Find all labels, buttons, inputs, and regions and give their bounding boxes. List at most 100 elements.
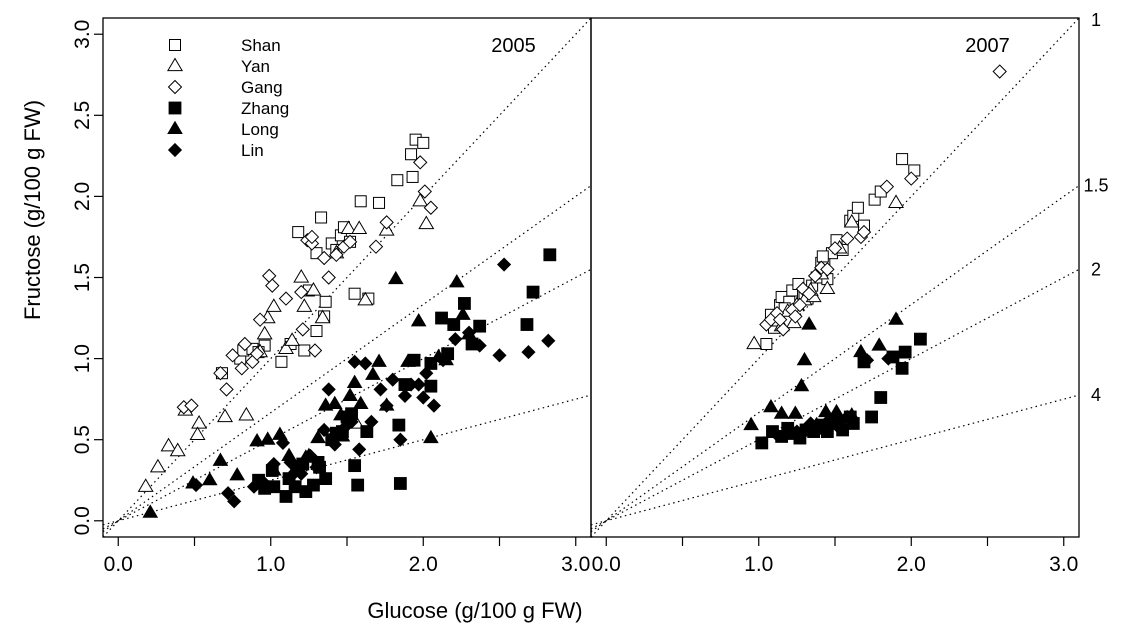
ratio-line-1 bbox=[102, 17, 592, 538]
legend-marker bbox=[167, 120, 183, 135]
data-point bbox=[828, 403, 845, 418]
data-point bbox=[342, 234, 358, 250]
data-point bbox=[333, 407, 349, 421]
data-point bbox=[169, 442, 186, 457]
y-tick-label: 2.5 bbox=[71, 101, 94, 130]
x-tick-label: 2.0 bbox=[897, 553, 926, 576]
y-tick-label: 0.0 bbox=[71, 506, 94, 535]
series-gang bbox=[759, 64, 1007, 337]
legend-item-zhang: Zhang bbox=[168, 99, 289, 118]
data-point bbox=[238, 406, 255, 421]
data-point bbox=[743, 416, 759, 431]
x-tick-label: 1.0 bbox=[744, 553, 773, 576]
data-point bbox=[360, 425, 374, 438]
panel-title: 2007 bbox=[965, 35, 1010, 57]
data-point bbox=[820, 262, 835, 277]
data-point bbox=[220, 486, 236, 501]
data-point bbox=[319, 295, 332, 308]
data-point bbox=[348, 287, 361, 300]
data-point bbox=[772, 312, 788, 327]
data-point bbox=[149, 458, 166, 473]
data-point bbox=[284, 332, 301, 346]
data-point bbox=[315, 211, 328, 224]
data-point bbox=[219, 382, 234, 397]
data-point bbox=[189, 426, 206, 440]
legend: Shan Yan Gang Zhang Long Lin bbox=[167, 36, 289, 160]
data-point bbox=[314, 309, 331, 324]
panel-2005: 2005 bbox=[102, 17, 592, 538]
legend-item-lin: Lin bbox=[167, 141, 264, 160]
data-point bbox=[321, 270, 336, 285]
data-point bbox=[309, 460, 324, 475]
data-point bbox=[543, 248, 557, 262]
data-point bbox=[191, 414, 208, 429]
data-point bbox=[803, 416, 818, 431]
data-point bbox=[397, 388, 413, 403]
data-point bbox=[252, 312, 268, 327]
data-point bbox=[881, 351, 896, 366]
data-point bbox=[304, 229, 320, 245]
data-point bbox=[379, 398, 394, 413]
ratio-label: 1 bbox=[1091, 10, 1101, 30]
data-point bbox=[405, 148, 418, 161]
data-point bbox=[763, 398, 779, 413]
data-point bbox=[278, 291, 294, 306]
data-point bbox=[497, 257, 512, 272]
data-point bbox=[364, 414, 379, 429]
data-point bbox=[249, 346, 265, 361]
data-point bbox=[279, 490, 293, 503]
panel-2007: 2007 bbox=[590, 17, 1080, 538]
data-point bbox=[746, 335, 763, 350]
data-point bbox=[272, 426, 288, 440]
data-point bbox=[342, 387, 358, 401]
data-point bbox=[227, 494, 242, 509]
y-tick-label: 2.0 bbox=[71, 182, 94, 211]
data-point bbox=[412, 155, 428, 170]
data-point bbox=[447, 318, 461, 331]
data-point bbox=[819, 280, 836, 295]
data-point bbox=[373, 196, 386, 209]
data-point bbox=[788, 309, 803, 324]
data-point bbox=[406, 170, 419, 183]
data-point bbox=[816, 250, 829, 263]
data-point bbox=[856, 224, 872, 240]
data-point bbox=[307, 478, 320, 492]
legend-label: Yan bbox=[241, 57, 270, 76]
data-point bbox=[249, 433, 265, 447]
data-point bbox=[760, 337, 773, 350]
data-point bbox=[234, 361, 249, 376]
data-point bbox=[278, 340, 294, 355]
data-point bbox=[293, 269, 310, 283]
data-point bbox=[868, 193, 881, 206]
data-point bbox=[755, 436, 769, 450]
series-zhang bbox=[755, 332, 927, 450]
data-point bbox=[879, 179, 895, 194]
data-point bbox=[352, 442, 367, 457]
data-point bbox=[256, 325, 273, 340]
data-point bbox=[992, 64, 1007, 79]
data-point bbox=[344, 414, 359, 429]
legend-label: Lin bbox=[241, 141, 264, 160]
data-point bbox=[904, 171, 919, 186]
data-point bbox=[455, 306, 471, 320]
data-point bbox=[229, 467, 246, 481]
legend-item-shan: Shan bbox=[169, 36, 281, 55]
data-point bbox=[357, 291, 374, 306]
data-point bbox=[257, 476, 272, 491]
data-point bbox=[348, 459, 362, 473]
data-point bbox=[888, 311, 904, 325]
data-point bbox=[288, 480, 302, 494]
data-point bbox=[217, 408, 233, 423]
y-tick-label: 3.0 bbox=[71, 20, 94, 49]
series-gang bbox=[176, 155, 439, 415]
data-point bbox=[296, 298, 313, 312]
data-point bbox=[137, 478, 154, 492]
series-lin bbox=[769, 351, 896, 442]
data-point bbox=[184, 398, 199, 413]
data-point bbox=[411, 377, 426, 392]
data-point bbox=[292, 226, 305, 239]
data-point bbox=[265, 298, 282, 312]
data-point bbox=[385, 372, 400, 387]
data-point bbox=[373, 382, 388, 397]
data-point bbox=[914, 332, 927, 346]
